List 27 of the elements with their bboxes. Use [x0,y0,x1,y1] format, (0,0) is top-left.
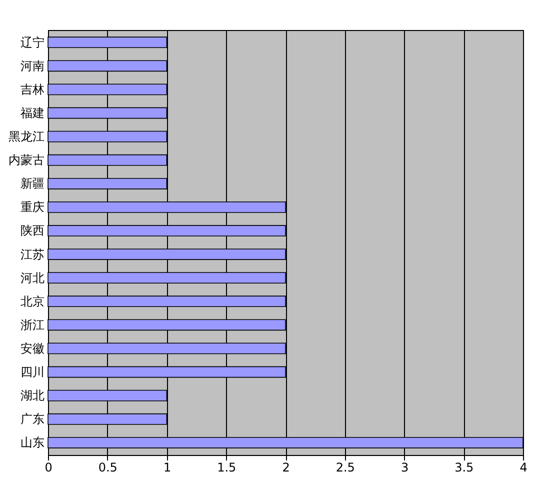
y-tick-label: 吉林 [20,82,44,96]
y-tick-label: 福建 [20,106,44,120]
y-tick-label: 安徽 [20,341,44,356]
x-tick-label: 3 [400,460,409,474]
x-tick-label: 3.5 [454,460,474,474]
y-tick-label: 内蒙古 [8,153,44,168]
x-tick-label: 2.5 [336,460,355,474]
y-tick-label: 北京 [20,294,44,308]
y-tick-label: 陕西 [20,224,44,238]
y-tick-label: 湖北 [20,388,44,403]
x-tick-label: 0.5 [98,460,118,474]
y-tick-label: 黑龙江 [8,130,44,144]
x-tick-label: 1.5 [217,460,236,474]
y-tick-label: 河南 [20,58,44,73]
y-tick-label: 河北 [20,270,44,285]
y-tick-label: 四川 [20,365,44,379]
x-tick-label: 0 [44,460,52,474]
x-tick-label: 2 [282,460,290,474]
y-tick-label: 新疆 [20,176,44,191]
y-tick-label: 辽宁 [20,35,44,50]
y-tick-label: 江苏 [20,247,44,262]
x-tick-label: 1 [163,460,172,474]
y-tick-label: 山东 [20,436,44,450]
y-tick-label: 广东 [20,412,44,426]
x-tick-label: 4 [520,460,528,474]
y-tick-label: 重庆 [20,200,44,214]
y-tick-label: 浙江 [20,318,44,332]
